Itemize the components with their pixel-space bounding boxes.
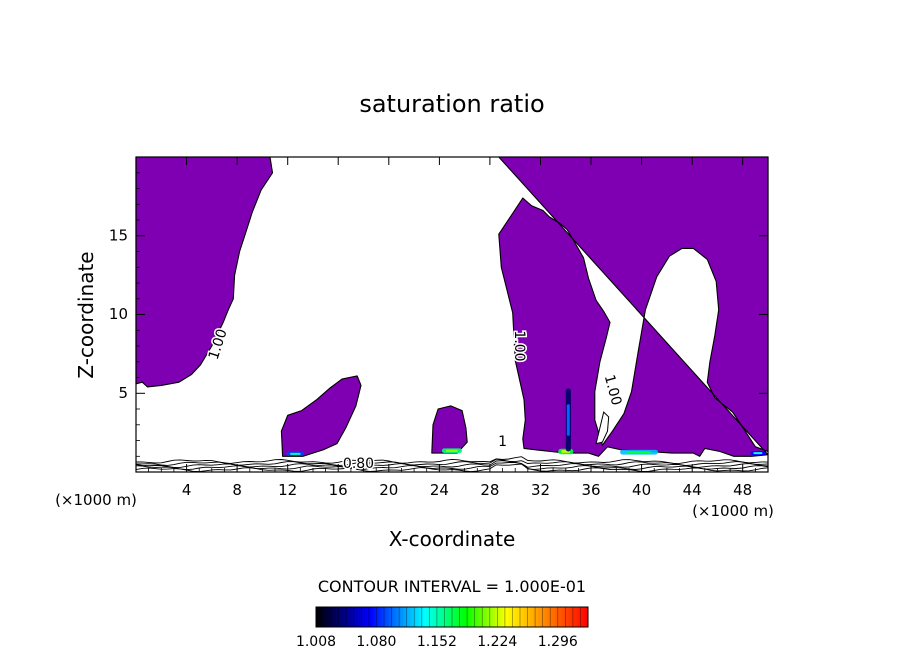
x-tick-label-4: 4 [182,481,192,499]
colorbar-label-3: 1.224 [477,634,517,650]
colorbar-ticks [323,607,581,627]
x-tick-label-16: 16 [329,481,348,499]
chart-title: saturation ratio [359,90,544,118]
region-mid-cell-b [431,405,468,454]
x-tick-label-12: 12 [278,481,297,499]
x-tick-label-28: 28 [480,481,499,499]
colorbar-label-4: 1.296 [538,634,578,650]
x-tick-label-44: 44 [683,481,702,499]
y-tick-label-15: 15 [109,226,128,244]
boundary-contours [135,456,769,473]
hotspot-core-3 [290,452,301,455]
y-axis-label: Z-coordinate [74,251,98,378]
colorbar-label-0: 1.008 [296,634,336,650]
boundary-contour-2 [135,460,769,469]
fill-regions [135,156,769,457]
contour-label-4: 1 [498,434,507,450]
contour-interval-text: CONTOUR INTERVAL = 1.000E-01 [318,577,586,596]
x-tick-label-8: 8 [232,481,242,499]
boundary-contour-3 [135,458,769,466]
colorbar-labels: 1.008 1.080 1.152 1.224 1.296 [296,634,578,650]
x-tick-label-36: 36 [581,481,600,499]
y-tick-label-10: 10 [109,305,128,323]
y-axis-ticks: 5 10 15 [109,172,768,457]
boundary-contour-4 [135,456,769,464]
hotspot-marks [286,388,766,456]
contour-label-1: 1.00 [511,330,527,361]
region-mid-cell-a [280,375,362,457]
x-tick-label-48: 48 [733,481,752,499]
hotspot-core-5 [566,404,570,436]
x-axis-label: X-coordinate [389,527,516,551]
x-unit-left: (×1000 m) [55,491,137,509]
region-hole-0 [595,411,610,445]
x-tick-label-32: 32 [531,481,550,499]
region-right-cloud [498,156,769,457]
x-tick-label-40: 40 [632,481,651,499]
hotspot-core-1 [627,451,651,454]
hotspot-core-4 [753,452,763,455]
x-tick-label-24: 24 [430,481,449,499]
contour-label-2: 1.00 [601,373,625,407]
region-left-cloud [135,156,274,388]
y-tick-label-5: 5 [118,384,128,402]
contour-label-3: 0.80 [343,456,374,472]
hotspot-core-2 [445,449,458,452]
x-unit-right: (×1000 m) [692,502,774,520]
colorbar-label-2: 1.152 [417,634,457,650]
x-axis-ticks: 4 8 12 16 20 24 28 32 36 40 44 48 [148,157,756,499]
colorbar-label-1: 1.080 [356,634,396,650]
x-tick-label-20: 20 [379,481,398,499]
